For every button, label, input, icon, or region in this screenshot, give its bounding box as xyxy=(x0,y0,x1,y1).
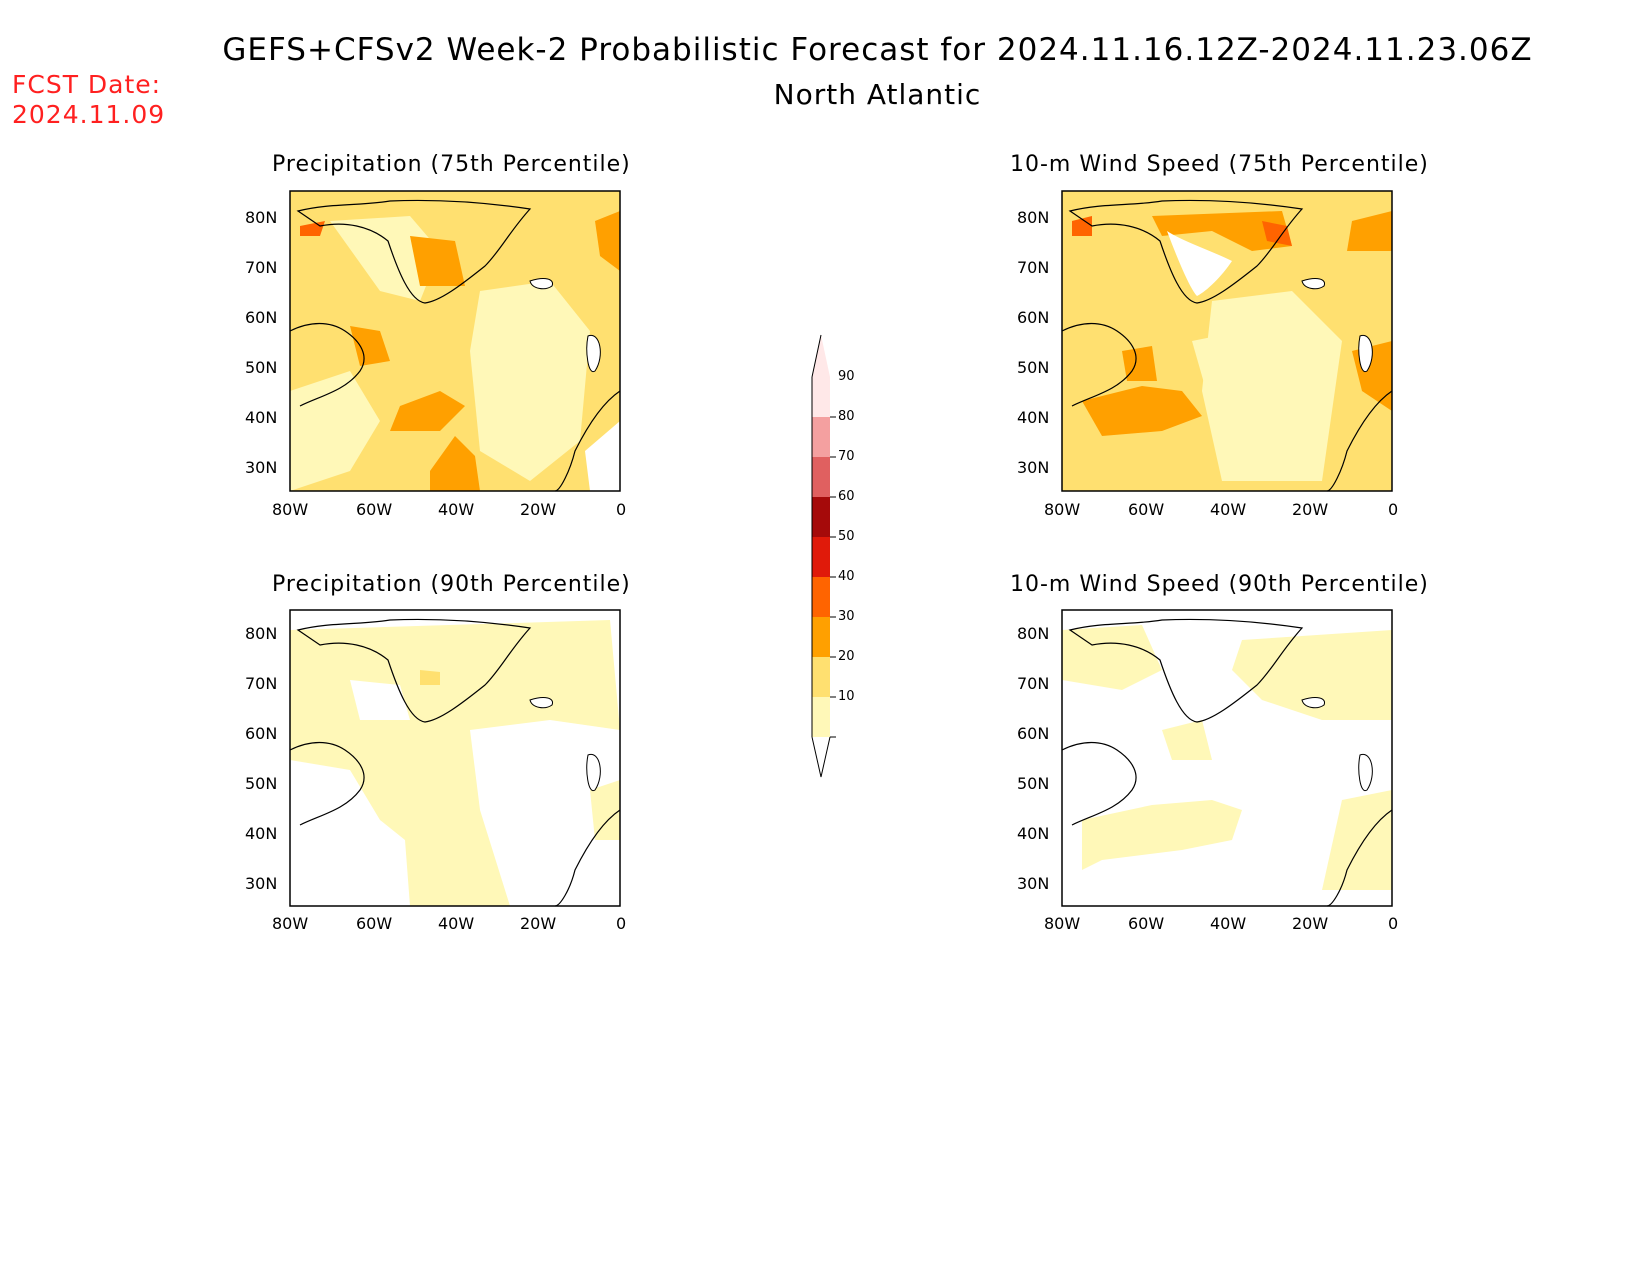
lon-label: 80W xyxy=(272,914,309,933)
lat-label: 70N xyxy=(245,674,278,693)
lat-label: 30N xyxy=(245,458,278,477)
colorbar-segment xyxy=(812,657,830,697)
panel-title-wind90: 10-m Wind Speed (90th Percentile) xyxy=(1010,572,1429,597)
lat-label: 40N xyxy=(1017,408,1050,427)
colorbar-segment xyxy=(812,417,830,457)
lat-label: 60N xyxy=(245,724,278,743)
lon-label: 60W xyxy=(356,500,393,519)
fcst-date-label: FCST Date: xyxy=(12,70,162,99)
region-title: North Atlantic xyxy=(773,78,982,111)
colorbar-segment xyxy=(812,377,830,417)
lon-label: 0 xyxy=(616,500,627,519)
lon-label: 20W xyxy=(520,500,557,519)
lon-label: 0 xyxy=(1388,500,1399,519)
lat-label: 70N xyxy=(1017,674,1050,693)
fcst-date-value: 2024.11.09 xyxy=(12,100,166,129)
lat-label: 80N xyxy=(1017,624,1050,643)
lon-label: 60W xyxy=(1128,914,1165,933)
lat-label: 50N xyxy=(245,358,278,377)
lon-label: 20W xyxy=(1292,500,1329,519)
lat-label: 30N xyxy=(1017,874,1050,893)
colorbar-label: 90 xyxy=(838,369,855,384)
lat-label: 30N xyxy=(1017,458,1050,477)
lat-label: 40N xyxy=(245,824,278,843)
colorbar-label: 30 xyxy=(838,609,855,624)
lon-label: 60W xyxy=(356,914,393,933)
map-wind75 xyxy=(1061,190,1393,492)
lat-label: 60N xyxy=(1017,724,1050,743)
lon-label: 40W xyxy=(1210,914,1247,933)
colorbar xyxy=(811,334,836,778)
lat-label: 50N xyxy=(245,774,278,793)
panel-title-wind75: 10-m Wind Speed (75th Percentile) xyxy=(1010,152,1429,177)
panel-title-precip90: Precipitation (90th Percentile) xyxy=(272,572,631,597)
lat-label: 80N xyxy=(1017,208,1050,227)
lat-label: 80N xyxy=(245,208,278,227)
lon-label: 80W xyxy=(272,500,309,519)
lon-label: 40W xyxy=(438,914,475,933)
colorbar-segment xyxy=(812,457,830,497)
lat-label: 40N xyxy=(245,408,278,427)
colorbar-segment xyxy=(812,697,830,737)
colorbar-label: 10 xyxy=(838,689,855,704)
lon-label: 40W xyxy=(438,500,475,519)
colorbar-label: 50 xyxy=(838,529,855,544)
lat-label: 50N xyxy=(1017,358,1050,377)
map-wind90 xyxy=(1061,609,1393,907)
lon-label: 80W xyxy=(1044,500,1081,519)
lon-label: 0 xyxy=(1388,914,1399,933)
colorbar-label: 60 xyxy=(838,489,855,504)
lat-label: 60N xyxy=(245,308,278,327)
lon-label: 20W xyxy=(520,914,557,933)
colorbar-segment xyxy=(812,497,830,537)
colorbar-label: 70 xyxy=(838,449,855,464)
colorbar-label: 40 xyxy=(838,569,855,584)
lat-label: 70N xyxy=(245,258,278,277)
lat-label: 50N xyxy=(1017,774,1050,793)
colorbar-top-arrow xyxy=(812,335,830,377)
panel-title-precip75: Precipitation (75th Percentile) xyxy=(272,152,631,177)
lon-label: 60W xyxy=(1128,500,1165,519)
colorbar-label: 20 xyxy=(838,649,855,664)
colorbar-label: 80 xyxy=(838,409,855,424)
lat-label: 80N xyxy=(245,624,278,643)
colorbar-segment xyxy=(812,537,830,577)
lon-label: 80W xyxy=(1044,914,1081,933)
colorbar-segment xyxy=(812,617,830,657)
lat-label: 30N xyxy=(245,874,278,893)
lat-label: 40N xyxy=(1017,824,1050,843)
lon-label: 40W xyxy=(1210,500,1247,519)
lat-label: 70N xyxy=(1017,258,1050,277)
lat-label: 60N xyxy=(1017,308,1050,327)
map-precip75 xyxy=(289,190,621,492)
forecast-title: GEFS+CFSv2 Week-2 Probabilistic Forecast… xyxy=(222,32,1533,68)
lon-label: 20W xyxy=(1292,914,1329,933)
lon-label: 0 xyxy=(616,914,627,933)
colorbar-segment xyxy=(812,577,830,617)
map-precip90 xyxy=(289,609,621,907)
colorbar-bottom-arrow xyxy=(811,736,831,778)
